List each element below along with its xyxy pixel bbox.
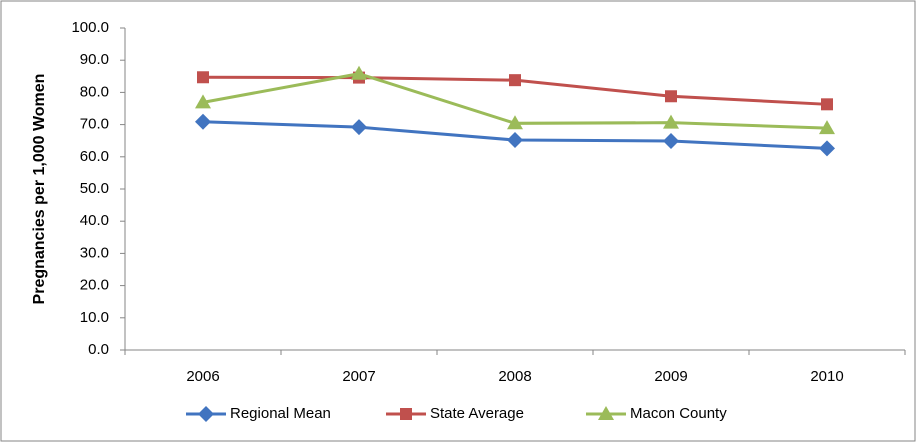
marker <box>195 113 211 130</box>
y-tick-label: 80.0 <box>80 83 109 100</box>
marker <box>819 120 835 135</box>
marker <box>400 408 412 420</box>
legend-label: Macon County <box>630 405 727 422</box>
y-tick-label: 20.0 <box>80 277 109 294</box>
x-tick-label: 2010 <box>810 368 843 385</box>
marker <box>663 133 679 150</box>
marker <box>351 65 367 80</box>
marker <box>507 132 523 149</box>
y-tick-label: 50.0 <box>80 180 109 197</box>
x-tick-label: 2006 <box>186 368 219 385</box>
y-tick-label: 10.0 <box>80 309 109 326</box>
marker <box>509 74 521 87</box>
x-tick-label: 2007 <box>342 368 375 385</box>
y-tick-label: 40.0 <box>80 212 109 229</box>
marker <box>195 94 211 109</box>
y-axis-label: Pregnancies per 1,000 Women <box>31 74 48 305</box>
legend-label: Regional Mean <box>230 405 331 422</box>
marker <box>663 114 679 129</box>
marker <box>197 71 209 84</box>
marker <box>198 406 214 422</box>
y-tick-label: 0.0 <box>88 341 109 358</box>
x-tick-label: 2008 <box>498 368 531 385</box>
y-tick-label: 100.0 <box>71 19 109 36</box>
marker <box>351 119 367 136</box>
y-tick-label: 30.0 <box>80 244 109 261</box>
y-tick-label: 90.0 <box>80 51 109 68</box>
marker <box>821 98 833 111</box>
marker <box>819 140 835 157</box>
marker <box>507 115 523 130</box>
y-tick-label: 60.0 <box>80 148 109 165</box>
y-tick-label: 70.0 <box>80 116 109 133</box>
legend-label: State Average <box>430 405 524 422</box>
marker <box>665 90 677 103</box>
x-tick-label: 2009 <box>654 368 687 385</box>
marker <box>598 406 614 420</box>
